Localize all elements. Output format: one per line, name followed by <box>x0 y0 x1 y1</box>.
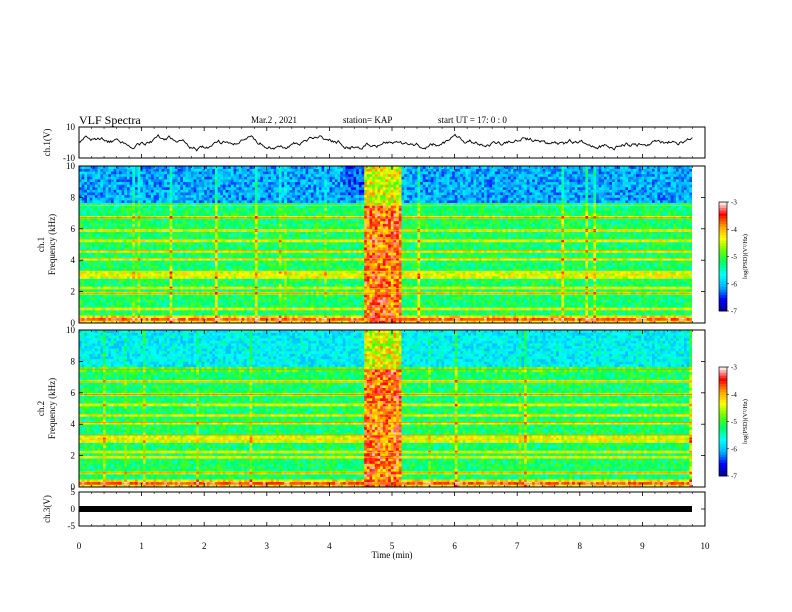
ch1-frequency-axis-label: Frequency (kHz) <box>47 214 57 275</box>
ch1-voltage-axis-label: ch.1(V) <box>42 129 52 157</box>
ch3-ytick-label: 5 <box>71 487 76 497</box>
x-tick-label: 10 <box>701 541 711 551</box>
ch1-freq-tick-label: 6 <box>71 224 76 234</box>
x-tick-label: 0 <box>77 541 82 551</box>
ch3-voltage-axis-label: ch.3(V) <box>42 495 52 523</box>
colorbar-label: log(PSD)(V²/Hz) <box>742 399 749 444</box>
ch2-freq-tick-label: 10 <box>66 325 76 335</box>
ch1-freq-tick-label: 0 <box>71 318 76 328</box>
figure-title: VLF Spectra <box>79 113 141 128</box>
ch2-freq-tick-label: 0 <box>71 482 76 492</box>
colorbar-tick-label: -6 <box>731 280 737 288</box>
ch1-ytick-label: -10 <box>63 153 75 163</box>
x-tick-label: 4 <box>327 541 332 551</box>
spectrogram-cells-ch2 <box>79 330 693 488</box>
ch2-freq-tick-label: 4 <box>71 419 76 429</box>
colorbar-tick-label: -4 <box>731 391 737 399</box>
x-tick-label: 1 <box>139 541 144 551</box>
ch1-voltage-line <box>78 133 693 152</box>
colorbar-ch1 <box>718 201 729 312</box>
colorbar-ch2 <box>718 366 729 477</box>
x-tick-label: 3 <box>265 541 270 551</box>
colorbar-tick-label: -3 <box>731 199 737 207</box>
x-tick-label: 8 <box>578 541 583 551</box>
x-tick-label: 5 <box>390 541 395 551</box>
ch2-frequency-axis-label: Frequency (kHz) <box>47 378 57 439</box>
colorbar-tick-label: -7 <box>731 473 737 481</box>
colorbar-label: log(PSD)(V²/Hz) <box>742 234 749 279</box>
start-time-label: start UT = 17: 0 : 0 <box>438 115 507 125</box>
colorbar-tick-label: -5 <box>731 418 737 426</box>
x-tick-label: 2 <box>202 541 207 551</box>
ch1-freq-tick-label: 8 <box>71 192 76 202</box>
ch1-freq-tick-label: 2 <box>71 287 76 297</box>
spectrogram-cells-ch1 <box>79 166 693 324</box>
colorbar-tick-label: -6 <box>731 445 737 453</box>
colorbar-tick-label: -7 <box>731 308 737 316</box>
spectrogram-lines-ch2 <box>79 368 692 485</box>
x-axis-label: Time (min) <box>372 550 413 560</box>
station-label: station= KAP <box>343 115 392 125</box>
colorbar-tick-label: -4 <box>731 226 737 234</box>
ch2-freq-tick-label: 6 <box>71 388 76 398</box>
ch1-freq-tick-label: 10 <box>66 161 76 171</box>
x-tick-label: 6 <box>452 541 457 551</box>
x-tick-label: 9 <box>640 541 645 551</box>
spectrogram-lines-ch1 <box>79 204 692 321</box>
colorbar-tick-label: -5 <box>731 253 737 261</box>
colorbar-tick-label: -3 <box>731 364 737 372</box>
date-label: Mar.2 , 2021 <box>251 115 297 125</box>
ch1-freq-tick-label: 4 <box>71 255 76 265</box>
x-tick-label: 7 <box>515 541 520 551</box>
ch2-spectrogram-axis-label: ch.2 <box>36 401 46 416</box>
ch2-freq-tick-label: 2 <box>71 451 76 461</box>
ch2-freq-tick-label: 8 <box>71 356 76 366</box>
ch3-ytick-label: 0 <box>71 504 76 514</box>
ch3-voltage-line <box>79 506 692 512</box>
ch1-spectrogram-axis-label: ch.1 <box>36 237 46 252</box>
ch3-ytick-label: -5 <box>68 521 76 531</box>
ch1-ytick-label: 10 <box>66 122 76 132</box>
